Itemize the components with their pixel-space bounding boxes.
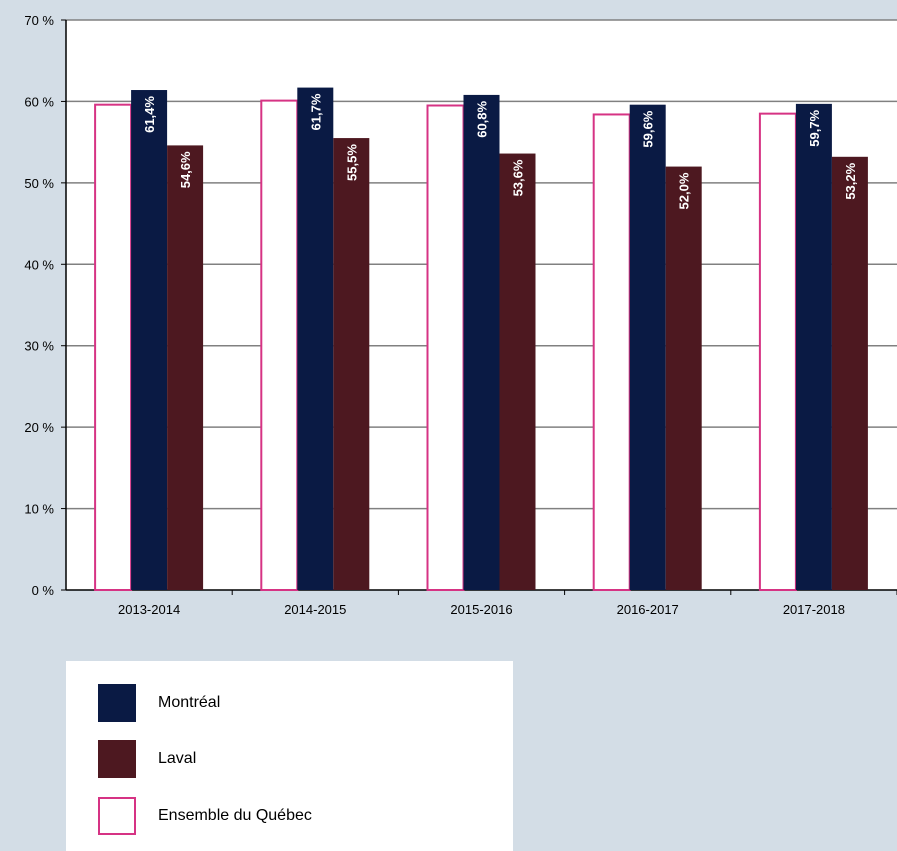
bar-ensemble-du-qu-bec-2014-2015 [260,99,299,591]
bar-laval-2015-2016 [499,153,536,591]
bar-ensemble-du-qu-bec-2016-2017 [592,113,631,591]
data-label: 61,4% [142,96,157,133]
x-tick-label: 2015-2016 [450,602,512,617]
data-label: 53,2% [843,162,858,199]
bar-chart: 0 % 10 % 20 % 30 % 40 % 50 % 60 % 70 % 61,4% 54,6… [24,13,897,617]
bar-montr-al-2016-2017 [629,104,666,590]
legend-label-ensemble-du-quebec: Ensemble du Québec [158,807,312,824]
data-label: 53,6% [511,159,526,196]
data-label: 59,7% [807,109,822,146]
legend-item-ensemble-du-quebec: Ensemble du Québec [98,797,312,835]
legend-item-montreal: Montréal [98,684,220,722]
y-tick-label: 70 % [24,13,54,28]
bar-montr-al-2013-2014 [131,90,168,591]
legend-swatch-ensemble-du-quebec [98,797,136,835]
y-tick-label: 40 % [24,257,54,272]
bar-montr-al-2014-2015 [297,87,334,590]
data-label: 60,8% [475,100,490,137]
legend: Montréal Laval Ensemble du Québec [66,661,513,851]
data-label: 61,7% [308,93,323,130]
bar-montr-al-2017-2018 [795,103,832,590]
bar-laval-2016-2017 [665,166,702,591]
y-tick-label: 20 % [24,420,54,435]
x-tick-label: 2016-2017 [617,602,679,617]
legend-swatch-montreal [98,684,136,722]
data-label: 54,6% [178,151,193,188]
x-tick-label: 2014-2015 [284,602,346,617]
bar-ensemble-du-qu-bec-2015-2016 [426,104,465,591]
bar-montr-al-2015-2016 [463,94,500,591]
legend-item-laval: Laval [98,740,196,778]
x-tick-label: 2017-2018 [783,602,845,617]
y-tick-label: 50 % [24,176,54,191]
bar-laval-2017-2018 [831,156,868,591]
y-tick-label: 0 % [32,583,55,598]
bar-ensemble-du-qu-bec-2013-2014 [94,103,133,592]
bar-ensemble-du-qu-bec-2017-2018 [758,112,797,592]
legend-label-montreal: Montréal [158,694,221,711]
bar-laval-2013-2014 [167,145,204,590]
bar-laval-2014-2015 [333,138,370,591]
y-tick-label: 30 % [24,339,54,354]
legend-label-laval: Laval [158,750,197,767]
legend-swatch-laval [98,740,136,778]
data-label: 59,6% [641,110,656,147]
x-tick-label: 2013-2014 [118,602,180,617]
y-tick-label: 10 % [24,502,54,517]
y-tick-label: 60 % [24,94,54,109]
data-label: 55,5% [344,144,359,181]
data-label: 52,0% [677,172,692,209]
